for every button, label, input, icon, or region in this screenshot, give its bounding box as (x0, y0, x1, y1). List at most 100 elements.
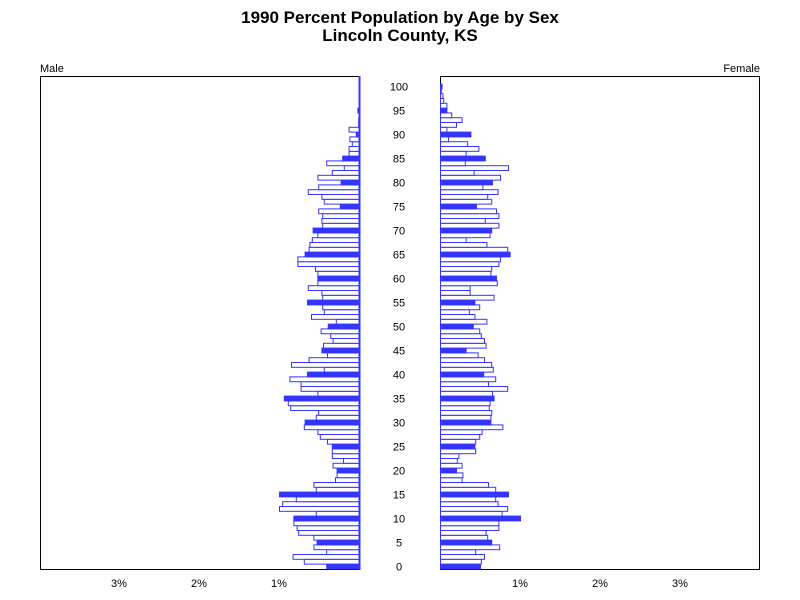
male-panel: Male (40, 63, 361, 570)
female-bar-age-91 (440, 126, 448, 133)
male-bar-age-26 (327, 438, 360, 445)
male-bar-age-53 (323, 309, 360, 316)
male-bar-age-38 (300, 381, 361, 388)
male-bar-age-64 (297, 256, 360, 263)
male-bar-age-60 (317, 275, 360, 282)
age-tick-label: 60 (393, 274, 405, 286)
female-bar-age-51 (440, 318, 488, 325)
male-bar-age-20 (336, 467, 361, 474)
male-panel-label: Male (40, 63, 64, 75)
male-bar-age-85 (342, 155, 361, 162)
male-bar-age-73 (322, 213, 361, 219)
female-bar-age-16 (440, 486, 497, 493)
male-bar-age-49 (320, 328, 361, 335)
male-bar-age-59 (317, 280, 360, 287)
age-tick-label: 80 (393, 178, 405, 190)
female-bar-age-7 (440, 530, 487, 536)
male-bar-age-42 (291, 362, 360, 368)
male-bar-age-50 (327, 323, 360, 330)
male-bars (279, 107, 361, 570)
female-bar-age-1 (440, 558, 482, 565)
female-bar-age-76 (440, 198, 493, 205)
female-bar-age-39 (440, 376, 497, 383)
female-bar-age-61 (440, 270, 492, 277)
age-tick-label: 15 (393, 490, 405, 502)
male-bar-age-66 (308, 246, 361, 253)
male-bar-age-24 (331, 448, 360, 455)
female-bar-age-4 (440, 544, 501, 551)
male-bar-age-3 (326, 549, 361, 556)
female-bar-age-0 (440, 563, 481, 570)
female-bar-age-96 (440, 102, 448, 109)
female-bar-age-90 (440, 131, 472, 138)
male-bar-age-12 (279, 506, 360, 512)
age-tick-label: 65 (393, 250, 405, 262)
male-bar-age-74 (318, 208, 361, 215)
male-bar-age-82 (331, 170, 360, 176)
female-bar-age-18 (440, 477, 463, 484)
male-bar-age-15 (279, 491, 360, 498)
age-tick-label: 85 (393, 154, 405, 166)
male-bar-age-40 (307, 371, 360, 378)
female-bar-age-68 (440, 237, 467, 243)
female-bar-age-54 (440, 304, 481, 311)
male-bar-age-22 (343, 458, 360, 464)
male-bar-age-54 (322, 304, 361, 311)
female-bar-age-67 (440, 242, 488, 248)
female-bar-age-93 (440, 117, 463, 123)
female-bar-age-75 (440, 203, 477, 210)
age-tick-label: 5 (396, 538, 402, 550)
male-bar-age-10 (293, 515, 360, 522)
female-bar-age-58 (440, 285, 471, 292)
male-bar-age-81 (317, 174, 360, 181)
male-bar-age-11 (315, 510, 360, 517)
female-panel-label: Female (723, 63, 760, 75)
female-bar-age-5 (440, 539, 493, 546)
female-bar-age-95 (440, 107, 448, 114)
male-bar-age-75 (339, 203, 360, 210)
female-bar-age-17 (440, 482, 489, 488)
female-bar-age-65 (440, 251, 511, 258)
female-bar-age-43 (440, 357, 485, 364)
female-bar-age-27 (440, 434, 481, 440)
male-bar-age-18 (335, 477, 360, 484)
chart-subtitle: Lincoln County, KS (322, 26, 478, 45)
male-bar-age-52 (311, 314, 360, 320)
female-bar-age-45 (440, 347, 467, 354)
female-bar-age-48 (440, 333, 482, 340)
female-bar-age-57 (440, 290, 471, 296)
male-bar-age-63 (297, 261, 360, 268)
female-bar-age-56 (440, 294, 495, 301)
male-bar-age-25 (331, 443, 360, 450)
male-bar-age-35 (283, 395, 360, 402)
female-bar-age-31 (440, 414, 492, 421)
female-bar-age-52 (440, 314, 476, 320)
female-bar-age-62 (440, 266, 493, 272)
chart-title: 1990 Percent Population by Age by Sex (241, 8, 559, 27)
male-bar-age-13 (282, 501, 361, 508)
female-bar-age-55 (440, 299, 476, 306)
female-bar-age-12 (440, 506, 509, 512)
x-tick-label: 3% (111, 578, 127, 590)
female-bar-age-89 (440, 136, 449, 143)
female-bar-age-26 (440, 438, 477, 445)
female-bar-age-79 (440, 184, 484, 191)
female-bar-age-28 (440, 429, 483, 436)
male-bar-age-86 (348, 150, 361, 157)
female-bar-age-88 (440, 141, 469, 147)
male-bar-age-62 (315, 266, 360, 272)
age-tick-label: 75 (393, 202, 405, 214)
age-tick-label: 70 (393, 226, 405, 238)
male-bar-age-72 (321, 218, 360, 224)
male-bar-age-65 (304, 251, 361, 258)
female-bar-age-6 (440, 534, 489, 541)
male-bar-age-32 (318, 410, 361, 416)
male-bar-age-8 (296, 525, 361, 532)
female-bar-age-11 (440, 510, 503, 517)
female-bar-age-53 (440, 309, 470, 316)
female-bar-age-70 (440, 227, 493, 234)
male-bar-age-34 (287, 400, 360, 407)
male-bar-age-57 (321, 290, 360, 296)
chart-title-block: 1990 Percent Population by Age by Sex Li… (0, 9, 800, 45)
male-bar-age-77 (321, 194, 360, 200)
